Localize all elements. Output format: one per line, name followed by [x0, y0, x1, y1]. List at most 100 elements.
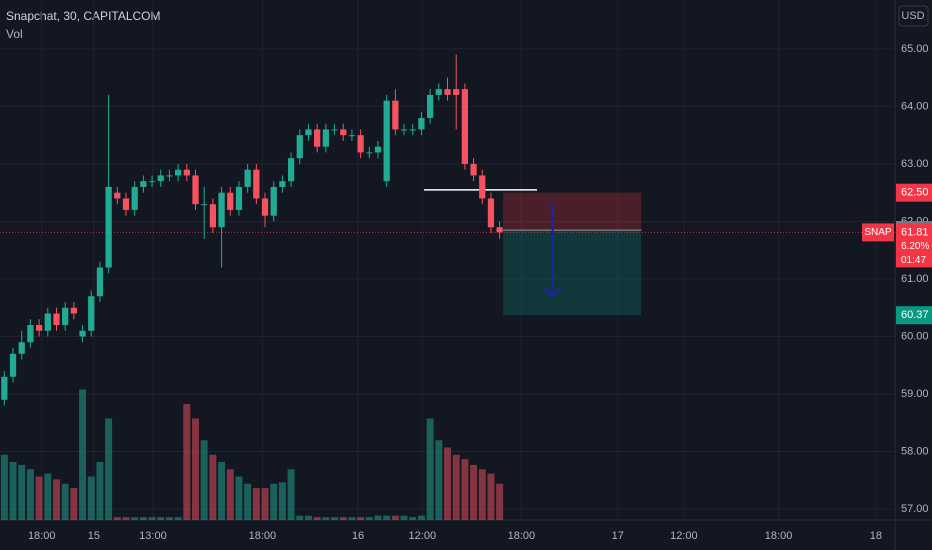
price-badge: [896, 183, 932, 202]
volume-bar: [113, 517, 121, 520]
candle-body: [418, 117, 425, 130]
volume-bar: [35, 476, 43, 520]
candle-body: [261, 198, 269, 216]
candle-body: [305, 129, 312, 136]
stop-zone: [503, 192, 642, 231]
candle-body: [348, 135, 356, 137]
y-tick-label: 63.00: [901, 158, 929, 170]
candle-body: [444, 89, 451, 95]
x-tick-label: 15: [88, 530, 100, 542]
volume-bar: [374, 515, 382, 520]
volume-bar: [0, 454, 8, 520]
candle-body: [35, 325, 43, 331]
volume-bar: [148, 517, 156, 520]
y-tick-label: 64.00: [901, 100, 929, 112]
volume-bar: [139, 517, 147, 520]
volume-bar: [357, 517, 365, 520]
volume-bar: [244, 483, 252, 520]
volume-bar: [209, 454, 217, 520]
symbol-label: SNAP: [864, 227, 892, 238]
last-price-badge: [896, 223, 932, 268]
x-tick-label: 18:00: [765, 530, 793, 542]
candle-body: [218, 192, 225, 228]
volume-bar: [435, 440, 443, 520]
volume-bar: [391, 515, 399, 520]
price-badge-label: 62.50: [901, 187, 929, 199]
candle-body: [470, 163, 477, 176]
candle-body: [201, 204, 208, 206]
candle-body: [157, 175, 164, 182]
symbol-badge: [862, 223, 894, 242]
candle-body: [192, 175, 199, 205]
volume-bar: [200, 440, 208, 520]
candle-body: [140, 181, 147, 187]
last-price-label: 61.81: [901, 226, 929, 238]
volume-bar: [70, 488, 78, 520]
volume-bar: [165, 517, 173, 520]
y-tick-label: 60.00: [901, 330, 929, 342]
candle-body: [287, 158, 295, 182]
countdown-label: 01:47: [901, 255, 926, 266]
candle-body: [131, 186, 138, 210]
x-tick-label: 12:00: [409, 530, 437, 542]
x-tick-label: 17: [612, 530, 624, 542]
volume-bar: [426, 418, 434, 520]
candle-body: [392, 100, 399, 130]
currency[interactable]: USD: [901, 10, 924, 22]
x-tick-label: 18:00: [249, 530, 277, 542]
x-tick-label: 18:00: [28, 530, 56, 542]
candle-body: [270, 186, 277, 216]
volume-bar: [157, 517, 165, 520]
candle-body: [105, 186, 112, 268]
volume-bar: [348, 517, 356, 520]
candle-body: [253, 169, 260, 199]
candle-body: [96, 267, 104, 297]
candle-body: [175, 169, 182, 176]
candle-body: [340, 129, 347, 136]
currency-box[interactable]: [898, 5, 929, 27]
candle-body: [322, 129, 329, 147]
volume-bar: [296, 515, 304, 520]
volume-bar: [400, 515, 408, 520]
volume-bar: [105, 418, 113, 520]
candle-body: [70, 307, 77, 314]
volume-bar: [304, 515, 312, 520]
volume-bar: [183, 404, 191, 520]
x-tick-label: 13:00: [139, 530, 167, 542]
volume-bar: [444, 447, 451, 520]
volume-bar: [383, 515, 391, 520]
candle-body: [374, 146, 382, 153]
volume-bar: [18, 464, 26, 520]
plot: [0, 54, 895, 520]
volume-bar: [235, 476, 243, 520]
volume-bar: [96, 462, 104, 520]
volume-bar: [313, 517, 321, 520]
candle-body: [366, 152, 373, 154]
candle-body: [400, 129, 408, 131]
volume-bar: [409, 517, 417, 520]
candle-body: [496, 227, 503, 233]
candle-body: [166, 175, 173, 177]
volume-bar: [26, 469, 34, 520]
volume-bar: [470, 464, 478, 520]
candle-body: [383, 100, 390, 182]
volume-bar: [278, 482, 286, 520]
volume-bar: [226, 469, 234, 520]
axes: 57.0058.0059.0060.0061.0062.0063.0064.00…: [28, 43, 932, 542]
volume-bar: [339, 517, 347, 520]
volume-bar: [192, 418, 199, 520]
candle-body: [44, 313, 51, 331]
volume-bar: [478, 469, 486, 520]
change-label: 6.20%: [901, 241, 929, 252]
candle-body: [479, 175, 486, 199]
x-tick-label: 18: [870, 530, 882, 542]
y-tick-label: 65.00: [901, 43, 929, 55]
volume-bar: [417, 515, 425, 520]
candle-body: [314, 129, 321, 147]
y-tick-label: 58.00: [901, 445, 929, 457]
candle-body: [244, 169, 251, 187]
volume-bar: [270, 483, 278, 520]
candle-body: [114, 192, 121, 199]
candle-body: [79, 330, 86, 337]
volume-bar: [487, 473, 495, 520]
